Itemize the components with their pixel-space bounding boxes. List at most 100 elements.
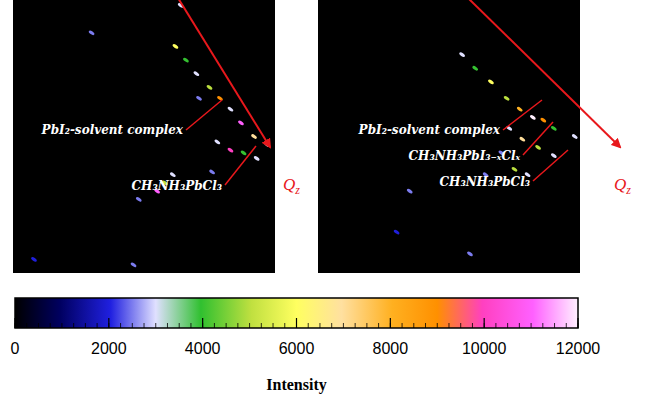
spot — [516, 106, 523, 112]
spot — [30, 256, 37, 262]
minor-tick — [179, 323, 180, 328]
spot — [130, 262, 137, 268]
colorbar-title: Intensity — [266, 376, 326, 394]
spot — [472, 65, 479, 71]
minor-tick — [425, 323, 426, 328]
axis-label: Qz — [283, 175, 300, 197]
tick — [108, 318, 109, 328]
minor-tick — [132, 323, 133, 328]
spot — [227, 106, 234, 112]
spot — [88, 30, 95, 36]
spot — [511, 166, 518, 172]
spot — [172, 43, 179, 49]
tick — [202, 318, 203, 328]
spot — [193, 71, 200, 77]
minor-tick — [249, 323, 250, 328]
minor-tick — [144, 323, 145, 328]
minor-tick — [542, 323, 543, 328]
spot — [227, 147, 234, 153]
tick — [390, 318, 391, 328]
spot — [529, 114, 536, 120]
panel — [318, 0, 580, 273]
minor-tick — [437, 323, 438, 328]
minor-tick — [331, 323, 332, 328]
minor-tick — [507, 323, 508, 328]
leader-line — [533, 150, 568, 181]
minor-tick — [226, 323, 227, 328]
leader-line — [523, 122, 553, 155]
phase-label: CH₃NH₃PbCl₃ — [132, 179, 223, 193]
leader-line — [186, 100, 222, 130]
minor-tick — [554, 323, 555, 328]
tick-label: 2000 — [91, 340, 127, 357]
spot — [135, 196, 142, 202]
spot — [214, 139, 221, 145]
minor-tick — [343, 323, 344, 328]
spot — [535, 144, 542, 150]
minor-tick — [402, 323, 403, 328]
minor-tick — [495, 323, 496, 328]
figure: Qz PbI₂-solvent complex CH₃NH₃PbCl₃ Qz PbI₂-… — [0, 0, 647, 396]
panel — [13, 0, 275, 273]
tick — [14, 318, 15, 328]
tick-label: 4000 — [185, 340, 221, 357]
minor-tick — [366, 323, 367, 328]
minor-tick — [261, 323, 262, 328]
tick — [577, 318, 578, 328]
spot — [466, 251, 473, 257]
tick — [484, 318, 485, 328]
minor-tick — [190, 323, 191, 328]
minor-tick — [319, 323, 320, 328]
spot — [251, 133, 258, 139]
spot — [550, 152, 557, 158]
phase-label: PbI₂-solvent complex — [41, 123, 184, 137]
spot — [519, 136, 526, 142]
colorbar-gradient — [15, 298, 578, 328]
colorbar: 020004000600080001000012000Intensity — [11, 298, 601, 394]
phase-label: CH₃NH₃PbI₃₋ₓClₓ — [409, 149, 521, 163]
axis-label: Qz — [614, 175, 631, 197]
minor-tick — [378, 323, 379, 328]
detector-image — [13, 0, 275, 273]
minor-tick — [85, 323, 86, 328]
minor-tick — [308, 323, 309, 328]
spot — [216, 95, 223, 101]
leader-line — [225, 146, 256, 185]
spot — [459, 51, 466, 57]
tick-label: 0 — [11, 340, 20, 357]
minor-tick — [273, 323, 274, 328]
minor-tick — [50, 323, 51, 328]
phase-label: CH₃NH₃PbCl₃ — [440, 175, 531, 189]
minor-tick — [237, 323, 238, 328]
spot — [550, 125, 557, 131]
minor-tick — [460, 323, 461, 328]
minor-tick — [519, 323, 520, 328]
minor-tick — [448, 323, 449, 328]
spot — [195, 95, 202, 101]
spot — [209, 169, 216, 175]
spot — [182, 57, 189, 63]
detector-image — [318, 0, 580, 273]
minor-tick — [284, 323, 285, 328]
minor-tick — [531, 323, 532, 328]
tick-label: 12000 — [556, 340, 601, 357]
spot — [237, 120, 244, 126]
tick-label: 6000 — [279, 340, 315, 357]
spot — [240, 150, 247, 156]
leader-line — [503, 100, 542, 130]
minor-tick — [355, 323, 356, 328]
spot — [169, 172, 176, 178]
minor-tick — [26, 323, 27, 328]
spot — [540, 117, 547, 123]
spot — [487, 79, 494, 85]
minor-tick — [155, 323, 156, 328]
minor-tick — [38, 323, 39, 328]
spot — [206, 84, 213, 90]
minor-tick — [566, 323, 567, 328]
spot — [406, 188, 413, 194]
spot — [571, 133, 578, 139]
minor-tick — [214, 323, 215, 328]
minor-tick — [413, 323, 414, 328]
minor-tick — [472, 323, 473, 328]
phase-label: PbI₂-solvent complex — [358, 123, 501, 137]
